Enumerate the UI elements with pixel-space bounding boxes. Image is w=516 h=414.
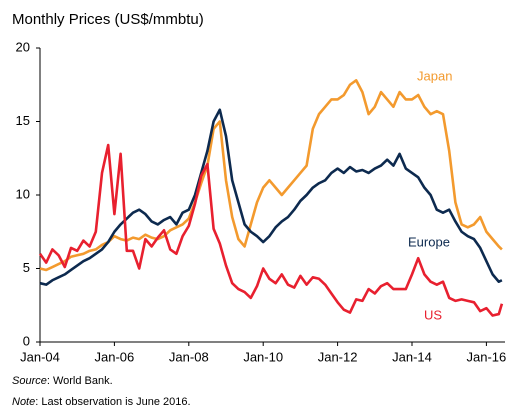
y-tick-label: 0 <box>23 333 30 348</box>
note-label: Note <box>12 396 35 408</box>
series-label: Japan <box>417 68 452 83</box>
x-tick-label: Jan-08 <box>169 349 209 364</box>
x-tick-label: Jan-14 <box>392 349 432 364</box>
y-tick-label: 5 <box>23 260 30 275</box>
x-tick-label: Jan-06 <box>95 349 135 364</box>
series-label: US <box>424 307 442 322</box>
y-tick-label: 15 <box>16 113 30 128</box>
series-line <box>39 79 503 272</box>
series-label: Europe <box>408 234 450 249</box>
x-tick-label: Jan-10 <box>243 349 283 364</box>
note: Note: Last observation is June 2016. <box>12 396 191 408</box>
series-line <box>38 143 504 317</box>
note-label: Source <box>12 375 47 387</box>
y-tick-label: 10 <box>16 186 30 201</box>
note-text: : Last observation is June 2016. <box>35 396 190 408</box>
y-tick-label: 20 <box>16 39 30 54</box>
x-tick-label: Jan-12 <box>318 349 358 364</box>
note: Source: World Bank. <box>12 375 113 387</box>
x-tick-label: Jan-16 <box>467 349 507 364</box>
series-line <box>39 108 503 286</box>
chart-title: Monthly Prices (US$/mmbtu) <box>12 11 204 28</box>
note-text: : World Bank. <box>47 375 113 387</box>
x-tick-label: Jan-04 <box>20 349 60 364</box>
